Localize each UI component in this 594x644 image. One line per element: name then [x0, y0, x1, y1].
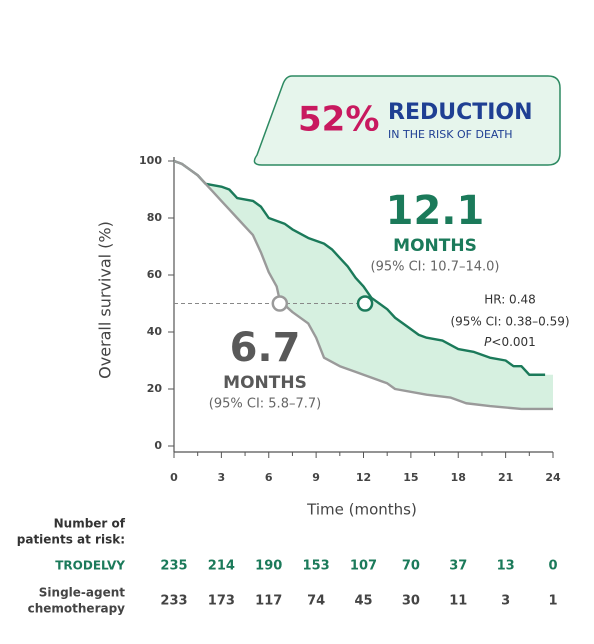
- risk-count: 235: [160, 559, 187, 574]
- median-ci: (95% CI: 10.7–14.0): [371, 260, 500, 275]
- risk-count: 13: [497, 559, 515, 574]
- callout-box: [253, 75, 561, 166]
- x-tick-label: 6: [265, 471, 273, 484]
- median-marker: [356, 295, 374, 312]
- p-text: <0.001: [491, 335, 535, 349]
- median-marker: [271, 295, 289, 312]
- risk-row-label: chemotherapy: [28, 602, 126, 616]
- y-tick-label: 0: [154, 439, 162, 452]
- risk-count: 74: [307, 594, 325, 609]
- risk-row-label: Single-agent: [39, 586, 125, 600]
- risk-count: 70: [402, 559, 420, 574]
- y-tick-label: 60: [147, 268, 163, 281]
- risk-count: 1: [548, 594, 557, 609]
- hr-ci: (95% CI: 0.38–0.59): [450, 315, 569, 329]
- y-tick-label: 80: [147, 211, 163, 224]
- hr-text: HR: 0.48: [484, 293, 536, 307]
- x-tick-label: 24: [545, 471, 561, 484]
- p-value: P<0.001: [484, 335, 536, 349]
- median-unit: MONTHS: [223, 373, 307, 393]
- risk-count: 45: [354, 594, 372, 609]
- callout-subline: IN THE RISK OF DEATH: [388, 128, 513, 141]
- median-unit: MONTHS: [393, 236, 477, 256]
- risk-count: 153: [303, 559, 330, 574]
- callout-value: 52%: [298, 100, 379, 140]
- risk-count: 37: [449, 559, 467, 574]
- callout-headline: REDUCTION: [388, 100, 533, 125]
- x-tick-label: 21: [498, 471, 513, 484]
- risk-count: 30: [402, 594, 420, 609]
- risk-count: 117: [255, 594, 282, 609]
- risk-count: 11: [449, 594, 467, 609]
- y-tick-label: 40: [147, 325, 163, 338]
- x-tick-label: 9: [312, 471, 320, 484]
- survival-curve: [173, 159, 546, 376]
- risk-count: 233: [160, 594, 187, 609]
- x-tick-label: 0: [170, 471, 178, 484]
- x-tick-label: 12: [356, 471, 371, 484]
- risk-count: 214: [208, 559, 235, 574]
- x-tick-label: 3: [218, 471, 226, 484]
- y-tick-label: 20: [147, 382, 163, 395]
- y-axis-title: Overall survival (%): [96, 221, 115, 379]
- p-symbol: P: [484, 335, 492, 349]
- median-value: 12.1: [386, 188, 485, 234]
- risk-count: 0: [548, 559, 557, 574]
- median-value: 6.7: [230, 325, 301, 371]
- risk-count: 190: [255, 559, 282, 574]
- x-tick-label: 18: [451, 471, 466, 484]
- median-ci: (95% CI: 5.8–7.7): [209, 397, 321, 412]
- x-axis-title: Time (months): [306, 501, 417, 519]
- risk-row-label: TRODELVY: [55, 559, 125, 573]
- risk-count: 173: [208, 594, 235, 609]
- difference-area: [174, 161, 553, 409]
- x-tick-label: 15: [403, 471, 418, 484]
- risk-count: 107: [350, 559, 377, 574]
- risk-table-title: Number of: [54, 517, 126, 531]
- y-tick-label: 100: [139, 154, 162, 167]
- risk-table-title: patients at risk:: [17, 533, 125, 547]
- risk-count: 3: [501, 594, 510, 609]
